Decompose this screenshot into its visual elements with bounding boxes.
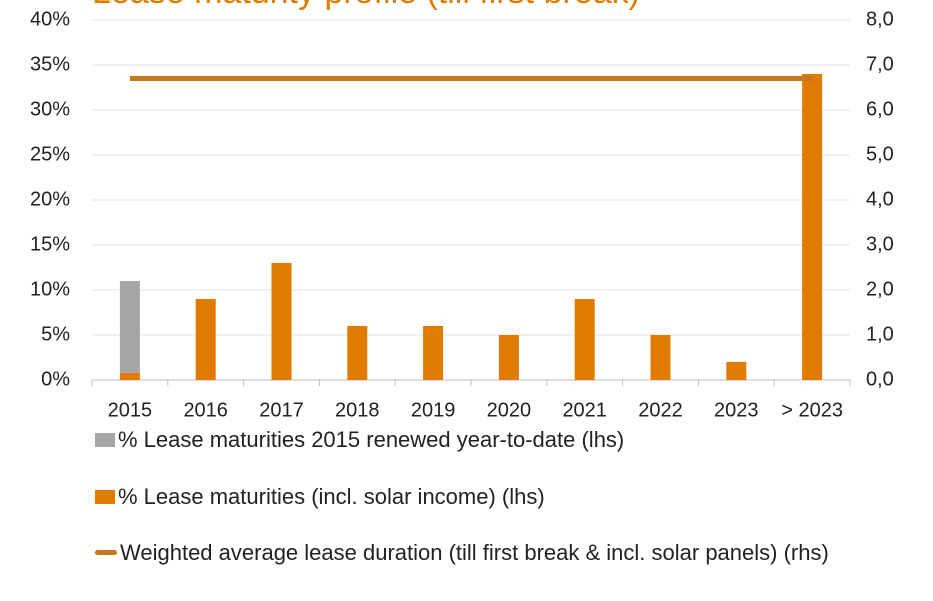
- y-tick-label: 30%: [30, 98, 70, 120]
- y-tick-label: 5%: [41, 323, 70, 345]
- y-tick-label: 35%: [30, 53, 70, 75]
- y-tick-label: 0%: [41, 368, 70, 390]
- x-tick-label: 2022: [638, 399, 683, 421]
- legend-label: % Lease maturities (incl. solar income) …: [118, 484, 545, 509]
- y-tick-label: 40%: [30, 8, 70, 30]
- x-tick-label: 2018: [335, 399, 380, 421]
- y2-tick-label: 1,0: [866, 323, 894, 345]
- bar: [574, 299, 595, 380]
- y-tick-label: 15%: [30, 233, 70, 255]
- bar: [119, 281, 140, 373]
- chart-title: Lease maturity profile (till first break…: [92, 0, 640, 11]
- y2-tick-label: 2,0: [866, 278, 894, 300]
- y2-tick-label: 5,0: [866, 143, 894, 165]
- y-tick-label: 20%: [30, 188, 70, 210]
- y2-tick-label: 6,0: [866, 98, 894, 120]
- y2-tick-label: 0,0: [866, 368, 894, 390]
- legend-label: Weighted average lease duration (till fi…: [120, 540, 829, 565]
- legend-item: % Lease maturities (incl. solar income) …: [95, 482, 895, 512]
- x-tick-label: 2023: [714, 399, 759, 421]
- legend-swatch: [95, 433, 115, 447]
- bar: [195, 299, 216, 380]
- x-tick-label: 2019: [411, 399, 456, 421]
- bar: [119, 372, 140, 380]
- x-tick-label: 2021: [562, 399, 607, 421]
- bar: [650, 335, 671, 380]
- x-tick-label: 2016: [183, 399, 228, 421]
- legend-item: Weighted average lease duration (till fi…: [95, 538, 895, 568]
- y2-tick-label: 7,0: [866, 53, 894, 75]
- legend-swatch: [95, 550, 117, 555]
- y2-tick-label: 3,0: [866, 233, 894, 255]
- y-tick-label: 10%: [30, 278, 70, 300]
- y-tick-label: 25%: [30, 143, 70, 165]
- legend-item: % Lease maturities 2015 renewed year-to-…: [95, 425, 895, 455]
- bar: [423, 326, 444, 380]
- bar: [347, 326, 368, 380]
- bar: [726, 362, 747, 380]
- y2-tick-label: 8,0: [866, 8, 894, 30]
- x-tick-label: 2015: [108, 399, 153, 421]
- x-tick-label: 2020: [487, 399, 532, 421]
- legend-label: % Lease maturities 2015 renewed year-to-…: [118, 427, 625, 452]
- bar: [498, 335, 519, 380]
- bar: [802, 74, 823, 380]
- x-tick-label: > 2023: [781, 399, 843, 421]
- x-tick-label: 2017: [259, 399, 304, 421]
- bar: [271, 263, 292, 380]
- legend-swatch: [95, 490, 115, 504]
- y2-tick-label: 4,0: [866, 188, 894, 210]
